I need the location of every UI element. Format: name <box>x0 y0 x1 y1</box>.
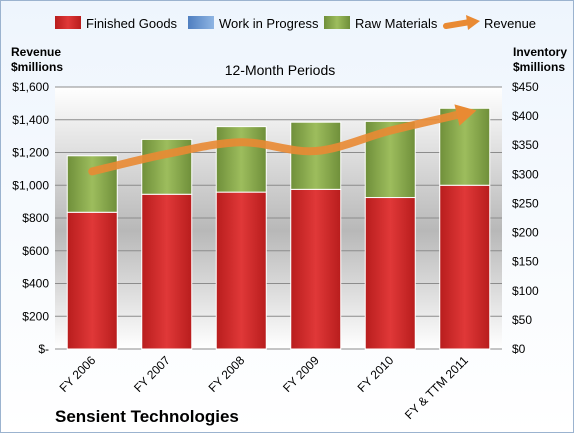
gridlines <box>55 86 502 350</box>
legend-swatch-revenue <box>443 19 473 29</box>
legend-label-raw-materials: Raw Materials <box>355 16 438 31</box>
revenue-series <box>88 104 477 176</box>
right-axis-ticks: $0 $50 $100 $150 $200 $250 $300 $350 $400 $450 <box>512 80 539 356</box>
bar-finished-goods <box>364 197 416 350</box>
legend-swatch-finished-goods <box>55 16 81 29</box>
right-axis-title-line2: $millions <box>513 60 565 74</box>
right-tick-label: $200 <box>512 226 539 240</box>
left-axis-title-line1: Revenue <box>11 45 61 59</box>
bar-finished-goods <box>66 211 118 350</box>
left-axis-ticks: $- $200 $400 $600 $800 $1,000 $1,200 $1,400 $1,6… <box>12 80 49 356</box>
right-axis-title-line1: Inventory <box>513 45 567 59</box>
right-tick-label: $300 <box>512 167 539 181</box>
chart-title: 12-Month Periods <box>225 62 336 78</box>
company-name: Sensient Technologies <box>55 407 239 426</box>
bar-finished-goods <box>439 184 491 350</box>
left-tick-label: $1,000 <box>12 178 49 192</box>
legend-revenue-arrowhead <box>466 15 480 30</box>
right-tick-label: $50 <box>512 313 532 327</box>
left-tick-label: $1,200 <box>12 146 49 160</box>
revenue-arrowhead <box>454 104 477 126</box>
left-tick-label: $1,400 <box>12 113 49 127</box>
left-axis-title-line2: $millions <box>11 60 63 74</box>
left-tick-label: $1,600 <box>12 80 49 94</box>
bar-raw-materials <box>215 126 267 193</box>
right-tick-label: $100 <box>512 284 539 298</box>
bar-raw-materials <box>290 121 342 190</box>
right-tick-label: $450 <box>512 80 539 94</box>
left-tick-label: $200 <box>22 309 49 323</box>
left-tick-label: $400 <box>22 277 49 291</box>
legend-label-revenue: Revenue <box>484 16 536 31</box>
legend: Finished Goods Work in Progress Raw Mate… <box>55 15 536 31</box>
right-tick-label: $400 <box>512 109 539 123</box>
bar-finished-goods <box>290 188 342 350</box>
right-tick-label: $350 <box>512 138 539 152</box>
legend-swatch-work-in-progress <box>188 16 214 29</box>
left-tick-label: $600 <box>22 244 49 258</box>
left-tick-label: $- <box>38 342 49 356</box>
bar-finished-goods <box>215 191 267 350</box>
left-tick-label: $800 <box>22 211 49 225</box>
legend-label-work-in-progress: Work in Progress <box>219 16 319 31</box>
right-tick-label: $250 <box>512 196 539 210</box>
right-tick-label: $150 <box>512 255 539 269</box>
legend-label-finished-goods: Finished Goods <box>86 16 178 31</box>
revenue-line <box>88 109 469 176</box>
legend-swatch-raw-materials <box>324 16 350 29</box>
bar-finished-goods <box>141 193 193 350</box>
bars <box>66 107 491 350</box>
right-tick-label: $0 <box>512 342 526 356</box>
